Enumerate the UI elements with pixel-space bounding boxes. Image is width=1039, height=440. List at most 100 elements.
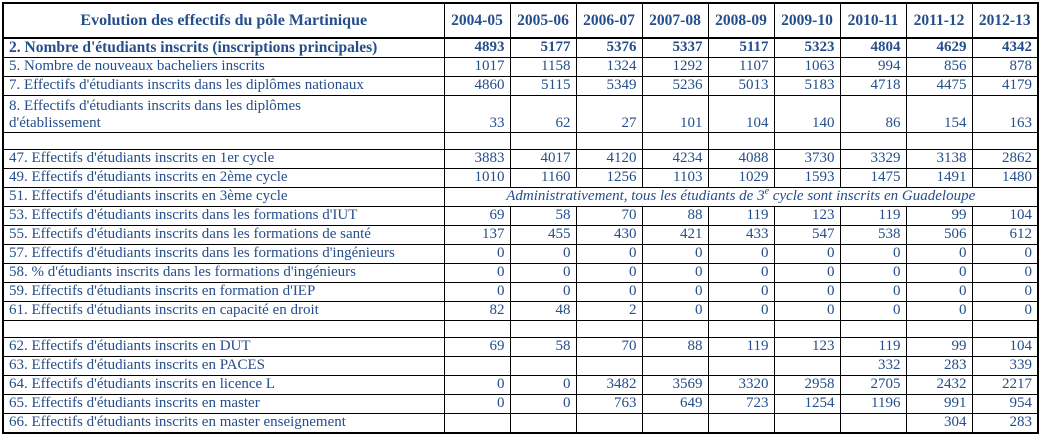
value-cell: 1107 bbox=[707, 57, 775, 78]
row-label: 62. Effectifs d'étudiants inscrits en DU… bbox=[9, 338, 251, 355]
value-cell bbox=[707, 356, 775, 377]
value-cell: 0 bbox=[839, 263, 907, 284]
year-header: 2011-12 bbox=[905, 2, 973, 39]
value-cell bbox=[971, 320, 1039, 339]
value-cell: 4860 bbox=[443, 76, 511, 97]
value-cell: 430 bbox=[575, 225, 643, 246]
value-cell: 70 bbox=[575, 206, 643, 227]
value-cell: 0 bbox=[509, 282, 577, 303]
value-cell: 0 bbox=[443, 282, 511, 303]
value-cell: 82 bbox=[443, 301, 511, 322]
value-cell bbox=[773, 132, 841, 151]
value-cell: 99 bbox=[905, 206, 973, 227]
row-label-cell: 47. Effectifs d'étudiants inscrits en 1e… bbox=[2, 149, 445, 170]
table-row: 63. Effectifs d'étudiants inscrits en PA… bbox=[2, 356, 1039, 377]
value-cell: 1196 bbox=[839, 394, 907, 415]
value-cell: 0 bbox=[707, 282, 775, 303]
table-title: Evolution des effectifs du pôle Martiniq… bbox=[2, 2, 445, 39]
value-cell: 0 bbox=[641, 244, 709, 265]
row-label: 5. Nombre de nouveaux bacheliers inscrit… bbox=[9, 58, 265, 75]
value-cell: 1593 bbox=[773, 168, 841, 189]
value-cell: 101 bbox=[641, 95, 709, 134]
value-cell: 2432 bbox=[905, 375, 973, 396]
value-cell: 0 bbox=[971, 244, 1039, 265]
value-cell: 62 bbox=[509, 95, 577, 134]
value-cell: 137 bbox=[443, 225, 511, 246]
value-cell: 5376 bbox=[575, 37, 643, 59]
row-label: 47. Effectifs d'étudiants inscrits en 1e… bbox=[9, 150, 275, 167]
row-label: 58. % d'étudiants inscrits dans les form… bbox=[9, 264, 357, 281]
row-label-cell: 63. Effectifs d'étudiants inscrits en PA… bbox=[2, 356, 445, 377]
value-cell: 2217 bbox=[971, 375, 1039, 396]
row-label-cell: 51. Effectifs d'étudiants inscrits en 3è… bbox=[2, 187, 445, 208]
value-cell: 1063 bbox=[773, 57, 841, 78]
value-cell: 4629 bbox=[905, 37, 973, 59]
value-cell: 5337 bbox=[641, 37, 709, 59]
row-label-cell: 53. Effectifs d'étudiants inscrits dans … bbox=[2, 206, 445, 227]
row-label: 63. Effectifs d'étudiants inscrits en PA… bbox=[9, 357, 266, 374]
row-label-cell: 66. Effectifs d'étudiants inscrits en ma… bbox=[2, 413, 445, 434]
year-header: 2004-05 bbox=[443, 2, 511, 39]
year-header: 2010-11 bbox=[839, 2, 907, 39]
value-cell: 0 bbox=[443, 394, 511, 415]
value-cell: 3320 bbox=[707, 375, 775, 396]
value-cell bbox=[707, 413, 775, 434]
year-header: 2007-08 bbox=[641, 2, 709, 39]
value-cell: 27 bbox=[575, 95, 643, 134]
value-cell: 0 bbox=[443, 263, 511, 284]
value-cell: 5323 bbox=[773, 37, 841, 59]
value-cell: 538 bbox=[839, 225, 907, 246]
value-cell: 2 bbox=[575, 301, 643, 322]
value-cell: 0 bbox=[443, 375, 511, 396]
value-cell: 99 bbox=[905, 337, 973, 358]
value-cell: 154 bbox=[905, 95, 973, 134]
table-body: 2. Nombre d'étudiants inscrits (inscript… bbox=[2, 37, 1039, 434]
spacer-row bbox=[2, 320, 1039, 339]
value-cell: 649 bbox=[641, 394, 709, 415]
value-cell: 994 bbox=[839, 57, 907, 78]
row-label: 59. Effectifs d'étudiants inscrits en fo… bbox=[9, 283, 316, 300]
merged-note-text: cycle sont inscrits en Guadeloupe bbox=[769, 188, 976, 205]
value-cell: 0 bbox=[905, 244, 973, 265]
value-cell: 612 bbox=[971, 225, 1039, 246]
value-cell: 0 bbox=[707, 263, 775, 284]
value-cell: 0 bbox=[707, 301, 775, 322]
value-cell bbox=[971, 132, 1039, 151]
value-cell bbox=[839, 320, 907, 339]
row-label: 51. Effectifs d'étudiants inscrits en 3è… bbox=[9, 188, 288, 205]
row-label-cell bbox=[2, 132, 445, 151]
value-cell bbox=[575, 356, 643, 377]
row-label-cell: 5. Nombre de nouveaux bacheliers inscrit… bbox=[2, 57, 445, 78]
table-row: 64. Effectifs d'étudiants inscrits en li… bbox=[2, 375, 1039, 396]
value-cell: 0 bbox=[509, 375, 577, 396]
value-cell: 1017 bbox=[443, 57, 511, 78]
value-cell bbox=[575, 132, 643, 151]
row-label: 8. Effectifs d'étudiants inscrits dans l… bbox=[9, 97, 301, 131]
row-label-cell: 62. Effectifs d'étudiants inscrits en DU… bbox=[2, 337, 445, 358]
row-label-cell: 8. Effectifs d'étudiants inscrits dans l… bbox=[2, 95, 445, 134]
row-label-cell: 2. Nombre d'étudiants inscrits (inscript… bbox=[2, 37, 445, 59]
row-label-cell: 58. % d'étudiants inscrits dans les form… bbox=[2, 263, 445, 284]
value-cell: 104 bbox=[971, 337, 1039, 358]
value-cell: 1029 bbox=[707, 168, 775, 189]
value-cell: 0 bbox=[773, 282, 841, 303]
value-cell: 0 bbox=[905, 263, 973, 284]
value-cell: 3482 bbox=[575, 375, 643, 396]
value-cell: 3329 bbox=[839, 149, 907, 170]
value-cell: 0 bbox=[773, 301, 841, 322]
value-cell: 991 bbox=[905, 394, 973, 415]
value-cell: 283 bbox=[905, 356, 973, 377]
row-label-cell: 65. Effectifs d'étudiants inscrits en ma… bbox=[2, 394, 445, 415]
value-cell: 33 bbox=[443, 95, 511, 134]
value-cell: 5013 bbox=[707, 76, 775, 97]
value-cell bbox=[575, 413, 643, 434]
year-header: 2009-10 bbox=[773, 2, 841, 39]
value-cell: 4893 bbox=[443, 37, 511, 59]
row-label: 57. Effectifs d'étudiants inscrits dans … bbox=[9, 245, 395, 262]
value-cell: 2958 bbox=[773, 375, 841, 396]
row-label-cell: 55. Effectifs d'étudiants inscrits dans … bbox=[2, 225, 445, 246]
table-row: 51. Effectifs d'étudiants inscrits en 3è… bbox=[2, 187, 1039, 208]
value-cell bbox=[707, 132, 775, 151]
value-cell: 119 bbox=[707, 206, 775, 227]
